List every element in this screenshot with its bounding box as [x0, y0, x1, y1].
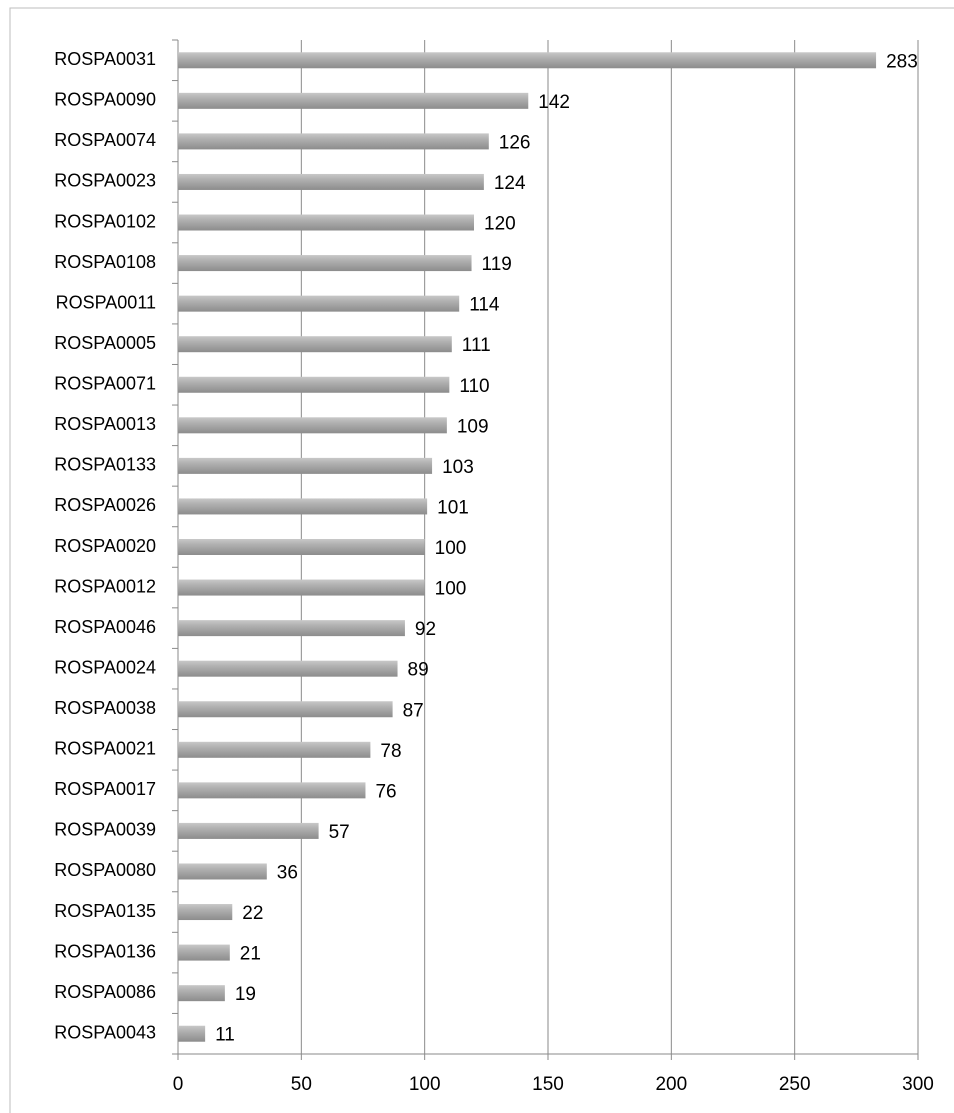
value-label: 11 — [215, 1025, 235, 1046]
value-label: 92 — [415, 619, 436, 640]
value-label: 76 — [375, 781, 396, 802]
bar — [178, 822, 319, 839]
y-tick-label: ROSPA0011 — [56, 292, 156, 312]
y-tick-label: ROSPA0102 — [54, 211, 156, 231]
value-label: 103 — [442, 457, 474, 478]
bar — [178, 944, 230, 961]
y-tick-label: ROSPA0086 — [54, 982, 156, 1002]
y-tick-label: ROSPA0012 — [54, 576, 156, 596]
x-tick-label: 300 — [902, 1074, 934, 1095]
bar — [178, 133, 489, 150]
value-label: 126 — [499, 132, 531, 153]
y-tick-label: ROSPA0021 — [54, 739, 156, 759]
y-tick-label: ROSPA0043 — [54, 1022, 156, 1042]
bar — [178, 92, 529, 109]
bar — [178, 741, 371, 758]
y-tick-label: ROSPA0013 — [54, 414, 156, 434]
bar — [178, 52, 877, 69]
bar — [178, 620, 405, 637]
value-label: 109 — [457, 416, 489, 437]
value-label: 100 — [435, 579, 467, 600]
bar — [178, 579, 425, 596]
bar — [178, 904, 233, 921]
y-tick-label: ROSPA0080 — [54, 860, 156, 880]
value-label: 100 — [435, 538, 467, 559]
value-label: 21 — [240, 944, 261, 965]
bar — [178, 214, 474, 231]
value-label: 283 — [886, 51, 918, 72]
value-label: 142 — [538, 92, 570, 113]
y-tick-label: ROSPA0074 — [54, 130, 156, 150]
chart-border — [9, 7, 954, 1113]
value-label: 124 — [494, 173, 526, 194]
y-tick-label: ROSPA0136 — [54, 941, 156, 961]
y-tick-label: ROSPA0017 — [54, 779, 156, 799]
value-label: 110 — [459, 376, 489, 397]
value-label: 89 — [408, 660, 429, 681]
x-tick-label: 100 — [409, 1074, 441, 1095]
bar — [178, 336, 452, 353]
y-tick-label: ROSPA0026 — [54, 495, 156, 515]
y-tick-label: ROSPA0005 — [54, 333, 156, 353]
x-tick-label: 200 — [655, 1074, 687, 1095]
bar — [178, 701, 393, 718]
bar — [178, 863, 267, 880]
bar — [178, 173, 484, 190]
y-tick-label: ROSPA0135 — [54, 901, 156, 921]
x-tick-label: 250 — [779, 1074, 811, 1095]
value-label: 111 — [462, 335, 491, 356]
bar — [178, 985, 225, 1002]
y-tick-label: ROSPA0038 — [54, 698, 156, 718]
x-tick-label: 50 — [291, 1074, 312, 1095]
bar — [178, 457, 433, 474]
y-tick-label: ROSPA0031 — [54, 49, 156, 69]
x-tick-label: 150 — [532, 1074, 564, 1095]
value-label: 120 — [484, 214, 516, 235]
y-tick-label: ROSPA0046 — [54, 617, 156, 637]
y-tick-label: ROSPA0039 — [54, 820, 156, 840]
bar — [178, 255, 472, 272]
y-tick-label: ROSPA0023 — [54, 171, 156, 191]
value-label: 22 — [242, 903, 263, 924]
bar — [178, 1025, 206, 1042]
bar — [178, 782, 366, 799]
y-tick-label: ROSPA0071 — [54, 374, 156, 394]
value-label: 57 — [329, 822, 350, 843]
y-tick-label: ROSPA0133 — [54, 455, 156, 475]
value-label: 36 — [277, 862, 298, 883]
value-label: 101 — [437, 497, 469, 518]
bar — [178, 417, 447, 434]
value-label: 19 — [235, 984, 256, 1005]
bar — [178, 376, 450, 393]
bar — [178, 498, 428, 515]
bar — [178, 295, 460, 312]
value-label: 78 — [380, 741, 401, 762]
x-tick-label: 0 — [173, 1074, 184, 1095]
y-tick-label: ROSPA0020 — [54, 536, 156, 556]
bar — [178, 660, 398, 677]
value-label: 114 — [469, 295, 500, 316]
value-label: 119 — [482, 254, 512, 275]
y-tick-label: ROSPA0024 — [54, 657, 156, 677]
y-tick-label: ROSPA0090 — [54, 90, 156, 110]
value-label: 87 — [403, 700, 424, 721]
bar — [178, 539, 425, 555]
y-tick-label: ROSPA0108 — [54, 252, 156, 272]
